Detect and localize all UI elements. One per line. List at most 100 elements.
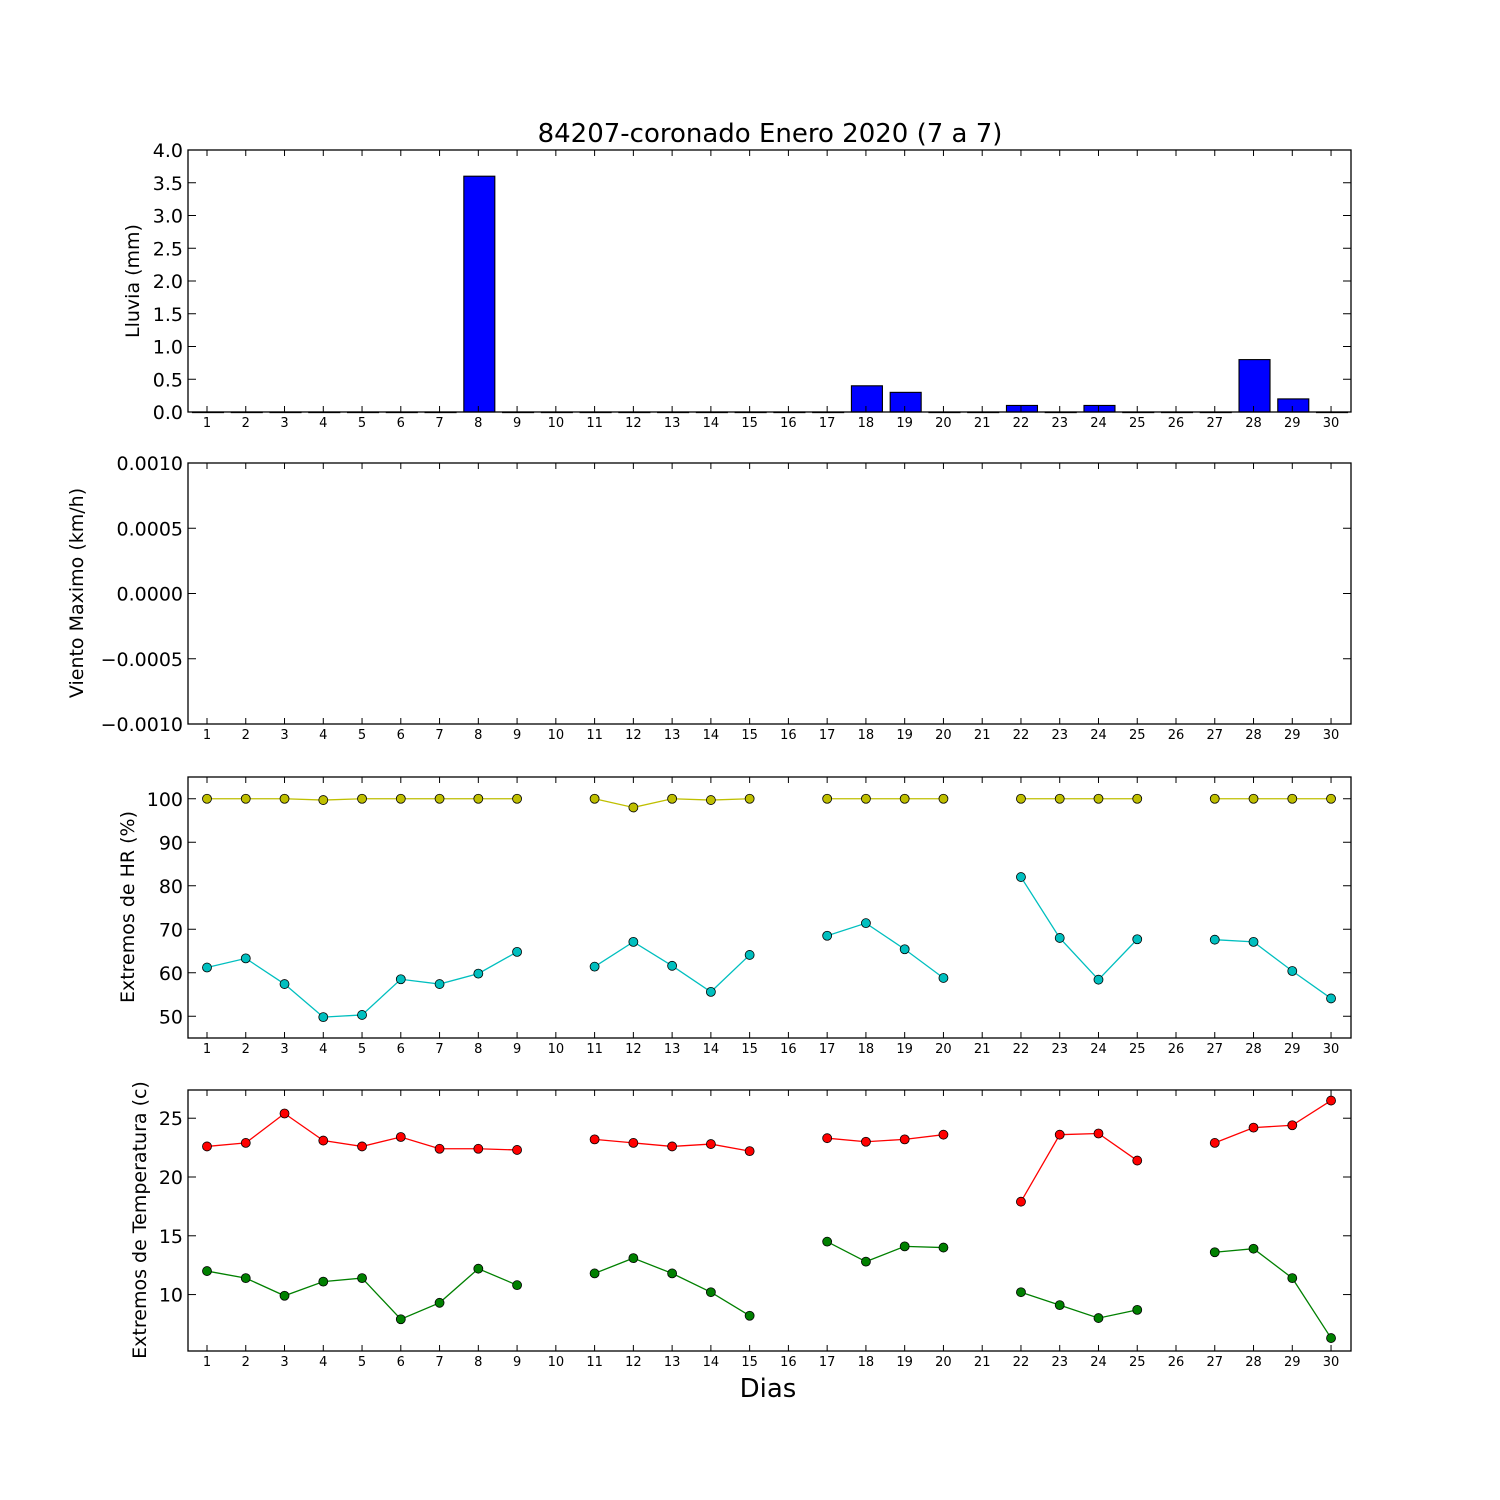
rain-bars bbox=[191, 175, 1349, 414]
rain-ytick-label: 2.5 bbox=[153, 238, 183, 260]
temp-temp_max-line bbox=[1214, 1100, 1332, 1144]
temp-xtick-label: 7 bbox=[435, 1355, 443, 1370]
temp-xtick-label: 18 bbox=[858, 1355, 875, 1370]
hr-xtick-label: 7 bbox=[435, 1042, 443, 1057]
rain-bar-day-29 bbox=[1277, 398, 1310, 413]
hr-hr_min-line bbox=[826, 922, 944, 979]
temp-temp_min-point-day-1 bbox=[202, 1266, 212, 1276]
wind-xtick-label: 3 bbox=[280, 728, 288, 743]
temp-temp_min-point-day-30 bbox=[1326, 1333, 1336, 1343]
temp-xtick-label: 25 bbox=[1129, 1355, 1146, 1370]
rain-bar-day-22 bbox=[1005, 404, 1039, 413]
temp-temp_min-point-day-14 bbox=[705, 1287, 716, 1298]
rain-bar-day-19 bbox=[889, 391, 922, 413]
temp-temp_min-point-day-12 bbox=[628, 1253, 639, 1264]
temp-yticks: 10 15 20 25 bbox=[159, 1108, 1351, 1307]
temp-ytick-label: 20 bbox=[159, 1167, 183, 1189]
hr-hr_max-point-day-8 bbox=[473, 793, 484, 804]
temp-temp_max-point-day-22 bbox=[1016, 1196, 1026, 1207]
wind-xtick-label: 11 bbox=[586, 728, 603, 743]
rain-bar-day-18 bbox=[850, 385, 883, 413]
temp-temp_max-point-day-25 bbox=[1132, 1155, 1143, 1166]
hr-hr_max-point-day-20 bbox=[938, 793, 949, 804]
temp-xtick-label: 4 bbox=[319, 1355, 327, 1370]
temp-xtick-label: 8 bbox=[474, 1355, 482, 1370]
temp-temp_max-point-day-11 bbox=[589, 1134, 600, 1145]
hr-hr_max-point-day-12 bbox=[628, 802, 639, 813]
hr-hr_max-point-day-17 bbox=[822, 793, 833, 804]
temp-temp_min-point-day-18 bbox=[861, 1256, 871, 1267]
temp-temp_max-point-day-18 bbox=[861, 1136, 871, 1147]
temp-ytick-label: 10 bbox=[159, 1285, 183, 1307]
hr-xtick-label: 27 bbox=[1206, 1042, 1223, 1057]
panel-rain: 0.00.51.01.52.02.53.03.54.0 1 2 3 4 5 6 7 8 9 10 1… bbox=[122, 140, 1352, 431]
hr-xtick-label: 25 bbox=[1129, 1042, 1146, 1057]
hr-xtick-label: 14 bbox=[703, 1042, 720, 1057]
hr-hr_min-point-day-15 bbox=[744, 950, 755, 960]
temp-temp_min-point-day-22 bbox=[1016, 1287, 1026, 1298]
hr-yticks: 50 60 70 80 90 100 bbox=[147, 789, 1351, 1028]
temp-temp_max-point-day-28 bbox=[1248, 1122, 1259, 1133]
temp-temp_min-point-day-7 bbox=[434, 1297, 445, 1308]
hr-xtick-label: 18 bbox=[858, 1042, 875, 1057]
temp-temp_max-point-day-1 bbox=[202, 1141, 212, 1152]
temp-temp_max-point-day-30 bbox=[1326, 1095, 1336, 1106]
wind-ytick-label: 0.0000 bbox=[117, 584, 183, 606]
hr-hr_max-point-day-23 bbox=[1054, 793, 1065, 804]
hr-hr_min-point-day-30 bbox=[1326, 993, 1336, 1004]
hr-xtick-label: 15 bbox=[741, 1042, 758, 1057]
temp-temp_min-point-day-8 bbox=[473, 1263, 484, 1274]
hr-hr_max-point-day-1 bbox=[202, 793, 212, 804]
hr-xtick-label: 29 bbox=[1284, 1042, 1301, 1057]
hr-hr_max-point-day-5 bbox=[357, 793, 367, 804]
rain-xtick-label: 17 bbox=[819, 416, 836, 431]
temp-xtick-label: 9 bbox=[513, 1355, 521, 1370]
hr-hr_min-point-day-18 bbox=[861, 918, 871, 929]
rain-xtick-label: 6 bbox=[397, 416, 405, 431]
rain-xtick-label: 4 bbox=[319, 416, 327, 431]
hr-hr_min-point-day-2 bbox=[240, 953, 251, 964]
hr-hr_max-point-day-3 bbox=[279, 793, 290, 804]
temp-xtick-label: 19 bbox=[896, 1355, 913, 1370]
temp-temp_max-point-day-13 bbox=[667, 1141, 678, 1152]
rain-yticks: 0.0 0.5 1.0 1.5 2.0 2.5 3.0 3.5 4.0 bbox=[153, 140, 1351, 424]
wind-ytick-label: 0.0010 bbox=[117, 453, 183, 475]
hr-hr_max-point-day-11 bbox=[589, 793, 600, 804]
temp-xtick-label: 11 bbox=[586, 1355, 603, 1370]
wind-xtick-label: 24 bbox=[1090, 728, 1107, 743]
hr-hr_min-point-day-6 bbox=[395, 974, 406, 985]
rain-ytick-label: 3.0 bbox=[153, 206, 183, 228]
temp-temp_min-line bbox=[594, 1257, 750, 1317]
temp-ylabel: Extremos de Temperatura (c) bbox=[129, 1081, 151, 1359]
temp-temp_max-point-day-23 bbox=[1054, 1129, 1065, 1140]
hr-hr_min-point-day-17 bbox=[822, 930, 833, 941]
hr-ytick-label: 70 bbox=[159, 919, 183, 941]
wind-xtick-label: 5 bbox=[358, 728, 366, 743]
wind-xtick-label: 12 bbox=[625, 728, 642, 743]
wind-xtick-label: 22 bbox=[1013, 728, 1030, 743]
temp-ytick-label: 15 bbox=[159, 1226, 183, 1248]
wind-xtick-label: 18 bbox=[858, 728, 875, 743]
hr-hr_max-point-day-22 bbox=[1016, 793, 1026, 804]
temp-temp_max-point-day-17 bbox=[822, 1133, 833, 1144]
hr-hr_min-line bbox=[206, 951, 518, 1018]
rain-xtick-label: 18 bbox=[858, 416, 875, 431]
temp-xtick-label: 14 bbox=[703, 1355, 720, 1370]
wind-xtick-label: 10 bbox=[548, 728, 565, 743]
wind-xtick-label: 23 bbox=[1051, 728, 1068, 743]
wind-xtick-label: 17 bbox=[819, 728, 836, 743]
hr-xtick-label: 30 bbox=[1323, 1042, 1340, 1057]
rain-xtick-label: 3 bbox=[280, 416, 288, 431]
temp-xtick-label: 1 bbox=[203, 1355, 211, 1370]
temp-axes-frame bbox=[187, 1089, 1352, 1352]
rain-axes-frame bbox=[187, 149, 1352, 413]
rain-xtick-label: 19 bbox=[896, 416, 913, 431]
temp-xtick-label: 27 bbox=[1206, 1355, 1223, 1370]
rain-xtick-label: 26 bbox=[1168, 416, 1185, 431]
wind-xtick-label: 19 bbox=[896, 728, 913, 743]
wind-xtick-label: 25 bbox=[1129, 728, 1146, 743]
hr-hr_min-point-day-13 bbox=[667, 960, 678, 971]
hr-lines bbox=[202, 793, 1336, 1023]
hr-xtick-label: 16 bbox=[780, 1042, 797, 1057]
rain-xtick-label: 25 bbox=[1129, 416, 1146, 431]
